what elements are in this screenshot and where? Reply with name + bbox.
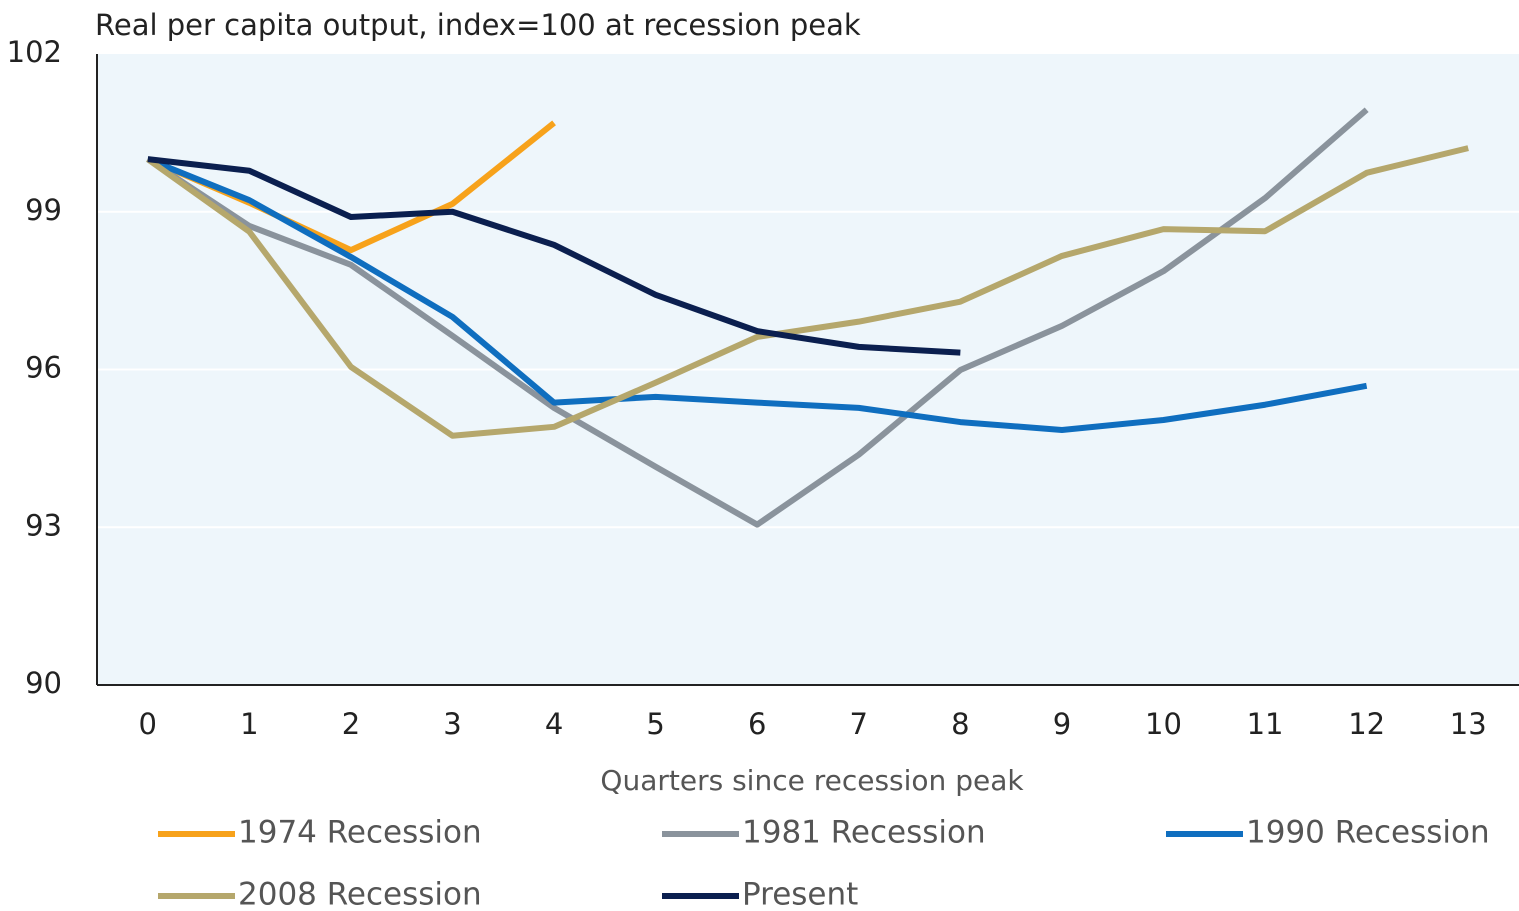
chart-title: Real per capita output, index=100 at rec…	[95, 8, 861, 42]
x-tick-label: 6	[748, 707, 766, 741]
legend-label: Present	[742, 877, 858, 911]
x-tick-label: 2	[342, 707, 360, 741]
series-line	[146, 107, 1369, 528]
x-tick-label: 3	[443, 707, 461, 741]
x-tick-label: 12	[1348, 707, 1385, 741]
series-line	[146, 156, 1368, 433]
x-tick-label: 11	[1247, 707, 1284, 741]
legend-label: 1990 Recession	[1246, 815, 1490, 851]
y-tick-label: 96	[25, 351, 62, 385]
legend-label: 1974 Recession	[238, 815, 482, 851]
x-axis-label: Quarters since recession peak	[600, 764, 1024, 797]
x-tick-label: 7	[850, 707, 868, 741]
y-tick-label: 93	[25, 508, 62, 542]
x-tick-label: 9	[1053, 707, 1071, 741]
y-tick-label: 90	[25, 666, 62, 700]
series-line	[146, 145, 1469, 439]
y-tick-label: 102	[7, 35, 62, 69]
x-tick-label: 4	[545, 707, 563, 741]
legend-label: 1981 Recession	[742, 815, 986, 851]
x-tick-label: 1	[240, 707, 258, 741]
x-tick-label: 8	[951, 707, 969, 741]
y-tick-label: 99	[25, 193, 62, 227]
x-tick-label: 5	[646, 707, 664, 741]
x-tick-label: 10	[1145, 707, 1182, 741]
x-tick-label: 13	[1450, 707, 1487, 741]
series-line	[147, 156, 961, 356]
legend-label: 2008 Recession	[238, 877, 482, 911]
x-tick-label: 0	[139, 707, 157, 741]
